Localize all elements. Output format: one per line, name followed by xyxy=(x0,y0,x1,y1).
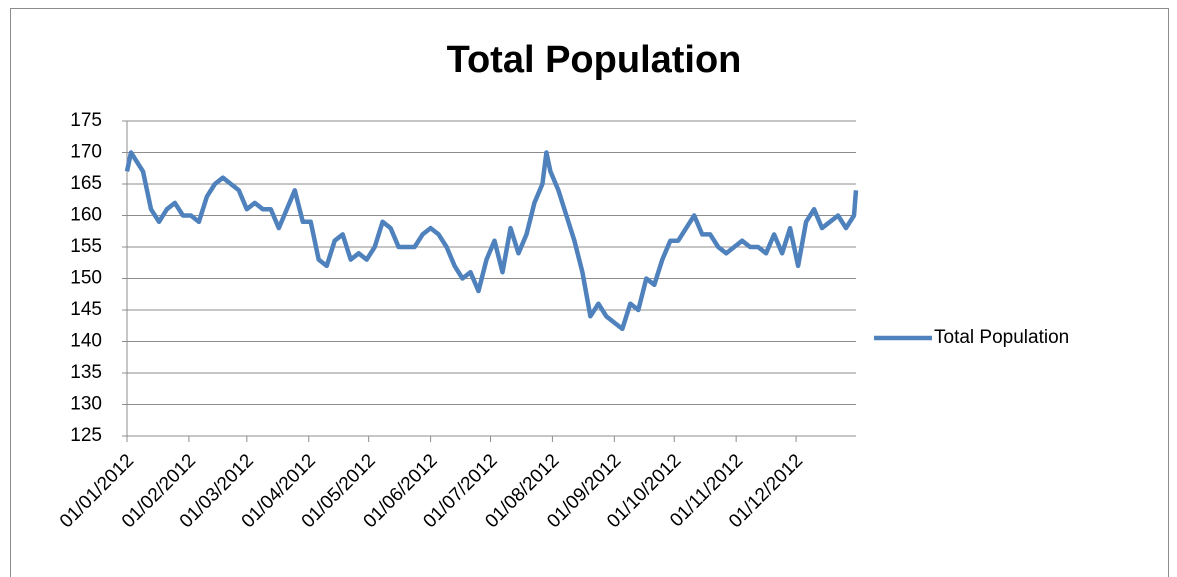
y-tick-label: 150 xyxy=(70,268,102,289)
y-tick-label: 135 xyxy=(70,362,102,383)
y-tick-label: 155 xyxy=(70,236,102,257)
chart-frame xyxy=(10,8,1169,577)
y-tick-label: 160 xyxy=(70,205,102,226)
line-series xyxy=(124,150,859,332)
y-tick-label: 145 xyxy=(70,299,102,320)
y-tick-label: 140 xyxy=(70,331,102,352)
y-tick-label: 130 xyxy=(70,394,102,415)
y-tick-label: 125 xyxy=(70,425,102,446)
chart-title: Total Population xyxy=(447,39,742,81)
y-tick-label: 170 xyxy=(70,142,102,163)
y-tick-label: 165 xyxy=(70,173,102,194)
y-tick-label: 175 xyxy=(70,110,102,131)
legend-label: Total Population xyxy=(934,327,1069,348)
